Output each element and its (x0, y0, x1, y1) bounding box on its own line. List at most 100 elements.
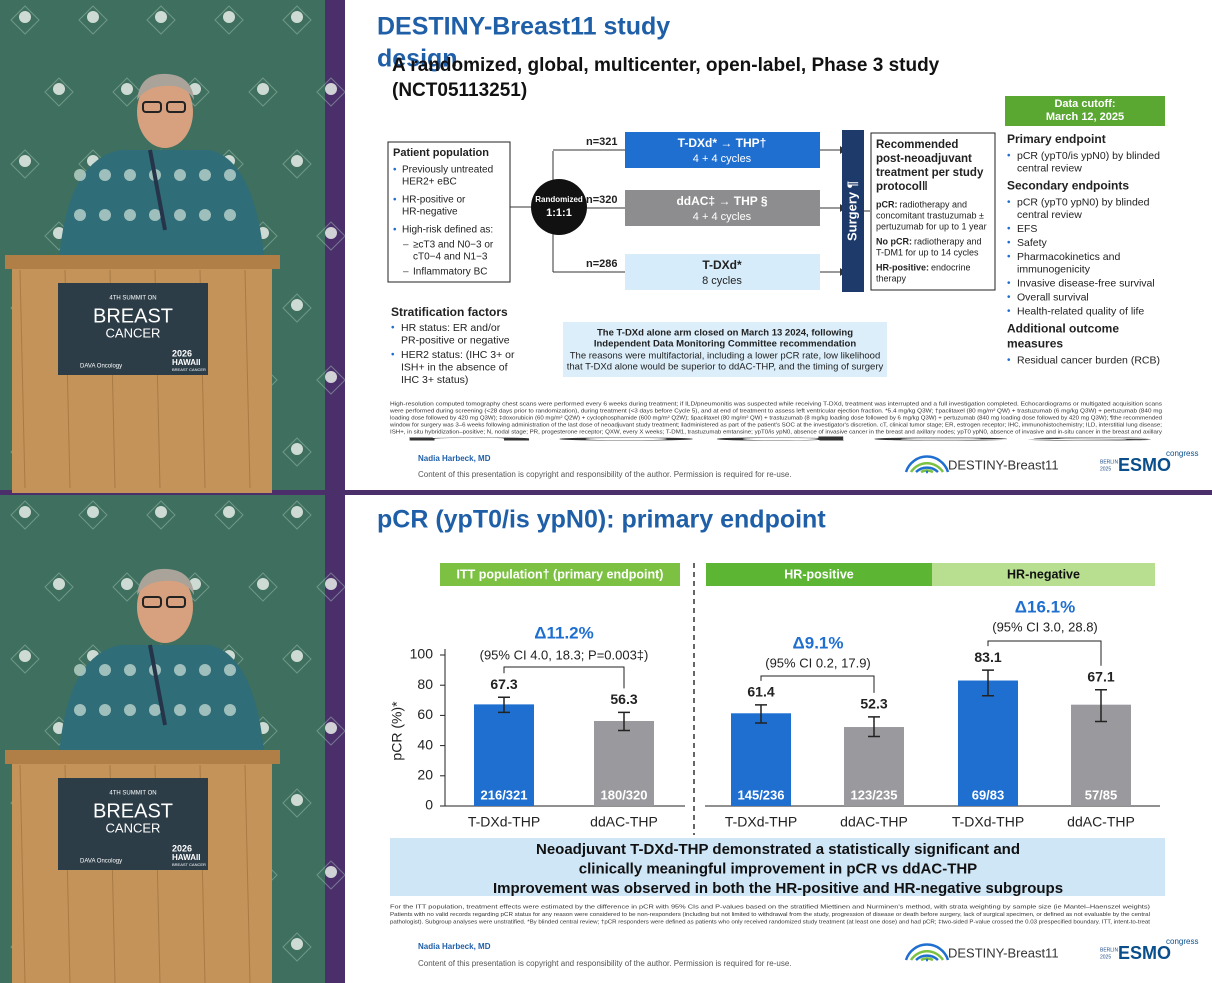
shirt-pattern (124, 209, 136, 221)
randomization-node (531, 179, 587, 235)
shirt-pattern (224, 209, 236, 221)
x-tick-label: T-DXd-THP (952, 814, 1024, 830)
wall-pattern (19, 650, 31, 662)
sign-text: 4TH SUMMIT ON (109, 791, 156, 797)
speaker-hair (137, 568, 194, 595)
wall-pattern (10, 149, 40, 179)
y-tick-label: 0 (425, 797, 433, 813)
arm-box (625, 254, 820, 290)
bullet: – (403, 240, 409, 251)
ci-label: (95% CI 3.0, 28.8) (992, 619, 1098, 634)
text: pertuzumab for up to 1 year (876, 221, 987, 231)
bullet: • (1007, 224, 1011, 235)
text: cT0−4 and N1−3 (413, 252, 488, 263)
arm-box (625, 132, 820, 168)
wall-pattern (325, 722, 337, 734)
wall-pattern (223, 11, 235, 23)
logo-arc (909, 950, 945, 961)
wall-pattern (248, 77, 278, 107)
text: radiotherapy and (914, 236, 982, 246)
wall-pattern (325, 578, 337, 590)
footnote: nodes (390, 436, 1174, 442)
value-label: 56.3 (610, 691, 637, 707)
text: PR-positive or negative (401, 334, 510, 346)
lanyard (148, 149, 167, 231)
logo-arc (904, 943, 950, 961)
wall-pattern (325, 227, 337, 239)
text: Safety (1017, 237, 1048, 249)
wall-pattern (291, 650, 303, 662)
conclusion-box (390, 838, 1165, 896)
text: central review (1017, 162, 1082, 174)
conclusion: clinically meaningful improvement in pCR… (579, 860, 977, 877)
text: Nadia Harbeck, MD (418, 942, 491, 951)
text: HR-positive or (402, 195, 466, 206)
text: Invasive disease-free survival (1017, 277, 1155, 289)
wood-grain (19, 269, 26, 489)
wall-pattern (282, 788, 312, 818)
conclusion: Improvement was observed in both the HR-… (493, 880, 1063, 897)
sign-text: BREAST (93, 800, 173, 822)
shirt-pattern (174, 664, 186, 676)
error-bar (755, 704, 767, 724)
shirt-pattern (124, 169, 136, 181)
text: pCR (ypT0/is ypN0) by blinded (1017, 150, 1160, 162)
logo-text: DESTINY-Breast11 (948, 945, 1059, 960)
arm-box (625, 190, 820, 226)
delta-label: Δ11.2% (534, 623, 593, 642)
text: post-neoadjuvant (876, 153, 972, 165)
glasses (166, 596, 186, 608)
slide-title: DESTINY-Breast11 study (377, 13, 670, 41)
shirt-pattern (174, 169, 186, 181)
wood-grain (244, 269, 251, 489)
text: The T-DXd alone arm closed on March 13 2… (597, 328, 853, 339)
logo-text: BERLIN (1100, 947, 1118, 953)
text: protocol‖ (876, 181, 928, 193)
wall-pattern (78, 5, 108, 35)
panel-header (440, 563, 680, 586)
wall-pattern (316, 77, 346, 107)
bullet: • (1007, 292, 1011, 303)
text: pCR: (876, 199, 898, 209)
footnote: were performed during screening (<28 day… (389, 408, 1162, 414)
shirt-pattern (74, 209, 86, 221)
footnote: loading dose followed by 420 mg Q3W); ‡d… (390, 415, 1162, 421)
text: ≥cT3 and N0−3 or (413, 240, 494, 251)
wall-pattern (282, 149, 312, 179)
text: radiotherapy and (900, 199, 968, 209)
text: measures (1007, 337, 1063, 351)
text: EFS (1017, 223, 1037, 235)
glasses (142, 596, 162, 608)
panel-title: HR-negative (1007, 567, 1080, 581)
wall-pattern (112, 77, 142, 107)
wall-pattern (10, 500, 40, 530)
wall-pattern (291, 155, 303, 167)
text: Randomized (535, 195, 583, 204)
panel-title: HR-positive (784, 567, 854, 581)
sign-text: BREAST CANCER (172, 367, 206, 372)
value-label: 52.3 (860, 696, 887, 712)
footnote: High-resolution computed tomography ches… (390, 401, 1162, 407)
shirt-pattern (199, 169, 211, 181)
x-tick-label: ddAC-THP (1067, 814, 1135, 830)
y-tick-label: 100 (410, 646, 434, 662)
podium-sign (58, 283, 208, 375)
logo-text: ESMO (1118, 455, 1171, 475)
text: Residual cancer burden (RCB) (1017, 354, 1160, 366)
bar (958, 680, 1018, 806)
wall-pattern (146, 500, 176, 530)
text: n=320 (586, 194, 618, 206)
error-bar (868, 716, 880, 738)
text: Nadia Harbeck, MD (418, 454, 491, 463)
slide-title: pCR (ypT0/is ypN0): primary endpoint (377, 506, 826, 534)
value-label: 61.4 (747, 684, 774, 700)
wall-pattern (316, 860, 346, 890)
wall-pattern (316, 716, 346, 746)
bar (844, 727, 904, 806)
y-axis-label: pCR (%)* (389, 701, 405, 761)
wall-pattern (282, 293, 312, 323)
shirt-pattern (149, 704, 161, 716)
wall-pattern (291, 11, 303, 23)
bullet: • (1007, 278, 1011, 289)
